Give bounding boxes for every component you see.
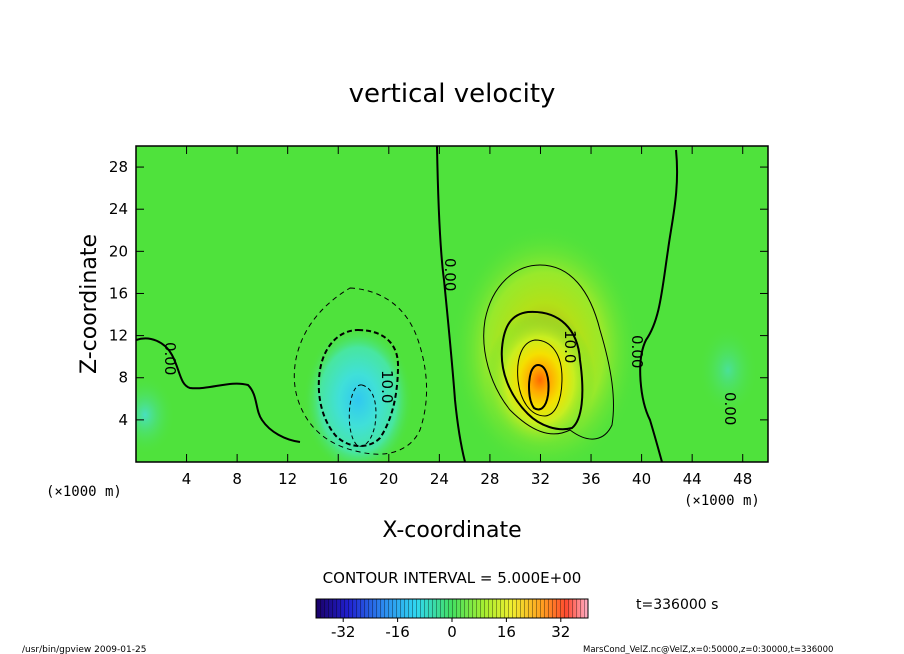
x-axis: 4 8 12 16 20 24 28 32 36 40 44 48 bbox=[182, 146, 752, 488]
x-tick-label: 4 bbox=[182, 470, 192, 488]
downdraft-contour-10 bbox=[317, 328, 400, 447]
updraft-shade bbox=[485, 310, 595, 450]
x-tick-label: 24 bbox=[430, 470, 449, 488]
plot-area: 0.00 10.0 0.00 0.00 0.00 10.0 bbox=[136, 146, 768, 462]
downdraft-contour-5 bbox=[293, 287, 427, 455]
plot-frame bbox=[135, 145, 769, 463]
zero-contour-left bbox=[436, 146, 466, 462]
y-tick-label: 24 bbox=[109, 200, 128, 218]
x-tick-label: 48 bbox=[733, 470, 752, 488]
colorbar-tick-label: -16 bbox=[385, 623, 410, 641]
footer-program: /usr/bin/gpview 2009-01-25 bbox=[22, 645, 146, 654]
y-tick-label: 28 bbox=[109, 158, 128, 176]
updraft-contour-20 bbox=[517, 339, 563, 417]
colorbar-tick-label: 32 bbox=[551, 623, 570, 641]
downdraft-right-shade bbox=[698, 325, 758, 415]
updraft-contour-10 bbox=[483, 264, 614, 440]
x-tick-label: 12 bbox=[278, 470, 297, 488]
zero-contour-right bbox=[639, 149, 679, 462]
x-tick-label: 32 bbox=[531, 470, 550, 488]
x-unit-label: (×1000 m) bbox=[684, 493, 760, 509]
x-tick-label: 40 bbox=[632, 470, 651, 488]
y-tick-label: 12 bbox=[109, 327, 128, 345]
contour-interval-label: CONTOUR INTERVAL = 5.000E+00 bbox=[323, 569, 582, 587]
x-tick-label: 16 bbox=[329, 470, 348, 488]
z-unit-label: (×1000 m) bbox=[46, 484, 122, 500]
y-tick-label: 16 bbox=[109, 284, 128, 302]
colorbar: -32 -16 0 16 32 bbox=[315, 598, 589, 641]
contour-label: 0.00 bbox=[628, 335, 646, 368]
field-background bbox=[136, 146, 768, 462]
y-axis-title: Z-coordinate bbox=[77, 234, 102, 374]
x-tick-label: 44 bbox=[683, 470, 702, 488]
contour-label: 10.0 bbox=[561, 330, 579, 363]
contour-label: 0.00 bbox=[161, 342, 179, 375]
contour-label: 0.00 bbox=[721, 392, 739, 425]
y-tick-label: 20 bbox=[109, 242, 128, 260]
colorbar-tick-label: 16 bbox=[497, 623, 516, 641]
updraft-contour-15 bbox=[500, 310, 584, 431]
updraft-contour-25 bbox=[528, 363, 550, 411]
colorbar-tick-label: 0 bbox=[447, 623, 457, 641]
downdraft-contour-15 bbox=[348, 384, 377, 447]
chart-title: vertical velocity bbox=[349, 79, 556, 109]
contour-lines bbox=[136, 146, 679, 462]
colorbar-ticks: -32 -16 0 16 32 bbox=[331, 618, 570, 641]
zero-contour-lower-left bbox=[136, 337, 301, 443]
x-tick-label: 20 bbox=[379, 470, 398, 488]
downdraft-left-shade bbox=[136, 375, 175, 455]
contour-label: 0.00 bbox=[441, 258, 459, 291]
x-tick-label: 36 bbox=[581, 470, 600, 488]
x-tick-label: 28 bbox=[480, 470, 499, 488]
time-label: t=336000 s bbox=[636, 597, 718, 613]
colorbar-tick-label: -32 bbox=[331, 623, 356, 641]
y-tick-label: 4 bbox=[118, 411, 128, 429]
contour-label: 10.0 bbox=[378, 370, 396, 403]
y-tick-label: 8 bbox=[118, 369, 128, 387]
y-axis: 4 8 12 16 20 24 28 bbox=[109, 158, 768, 429]
contour-label-group: 0.00 10.0 0.00 0.00 0.00 10.0 bbox=[161, 258, 739, 425]
x-tick-label: 8 bbox=[232, 470, 242, 488]
colorbar-stripes bbox=[316, 599, 588, 618]
footer-file: MarsCond_VelZ.nc@VelZ,x=0:50000,z=0:3000… bbox=[583, 645, 833, 654]
x-axis-title: X-coordinate bbox=[382, 518, 521, 543]
